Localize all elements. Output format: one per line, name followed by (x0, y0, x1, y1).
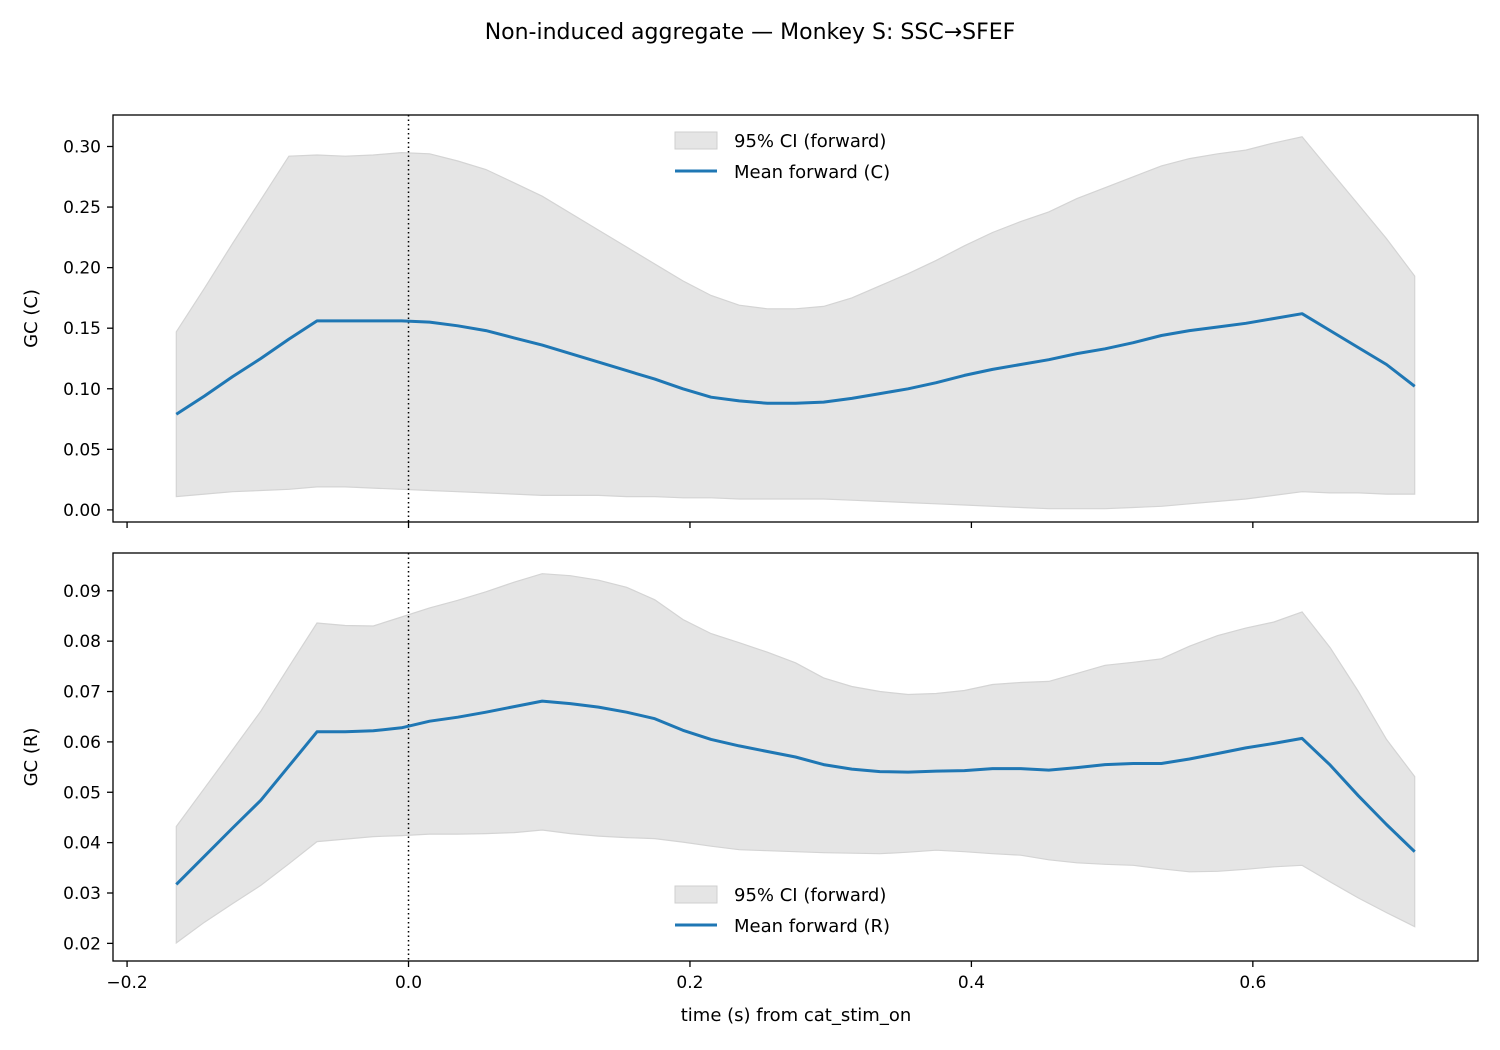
y-tick-label: 0.20 (63, 259, 101, 279)
legend-ci-swatch (674, 885, 718, 904)
y-axis-label: GC (C) (21, 289, 42, 348)
x-tick-label: 0.2 (676, 973, 703, 993)
y-tick-label: 0.15 (63, 319, 101, 339)
axes-frame (112, 552, 1479, 962)
x-tick-label: 0.0 (395, 973, 422, 993)
ci-band (175, 136, 1416, 510)
y-tick-label: 0.09 (63, 582, 101, 602)
y-tick-label: 0.30 (63, 137, 101, 157)
mean-line (175, 312, 1416, 416)
legend-mean-label: Mean forward (C) (734, 162, 890, 183)
x-tick-label: 0.4 (958, 973, 985, 993)
y-tick-label: 0.08 (63, 632, 101, 652)
chart-title: Non-induced aggregate — Monkey S: SSC→SF… (485, 20, 1016, 45)
y-tick-label: 0.02 (63, 934, 101, 954)
x-axis-label: time (s) from cat_stim_on (681, 1005, 912, 1026)
y-tick-label: 0.25 (63, 198, 101, 218)
y-axis-label: GC (R) (21, 728, 42, 787)
legend-ci-label: 95% CI (forward) (734, 131, 886, 152)
axes-frame (112, 114, 1479, 523)
y-tick-label: 0.05 (63, 783, 101, 803)
y-tick-label: 0.04 (63, 834, 101, 854)
x-tick-label: 0.6 (1239, 973, 1266, 993)
legend-ci-label: 95% CI (forward) (734, 885, 886, 906)
y-tick-label: 0.05 (63, 440, 101, 460)
legend-ci-swatch (674, 131, 718, 150)
y-tick-label: 0.03 (63, 884, 101, 904)
panel-bottom: 0.02 0.03 0.04 0.05 0.06 0.07 0.08 0.09 −0.2 0.0 0… (21, 552, 1479, 993)
panel-top: 0.00 0.05 0.10 0.15 0.20 0.25 0.30 GC (C) 95% CI… (21, 114, 1479, 528)
x-tick-label: −0.2 (106, 973, 147, 993)
legend-mean-label: Mean forward (R) (734, 916, 890, 937)
legend: 95% CI (forward) Mean forward (R) (674, 885, 890, 937)
y-tick-label: 0.10 (63, 380, 101, 400)
mean-line (175, 699, 1416, 886)
y-tick-label: 0.06 (63, 733, 101, 753)
legend: 95% CI (forward) Mean forward (C) (674, 131, 890, 183)
y-tick-label: 0.07 (63, 683, 101, 703)
y-tick-label: 0.00 (63, 501, 101, 521)
